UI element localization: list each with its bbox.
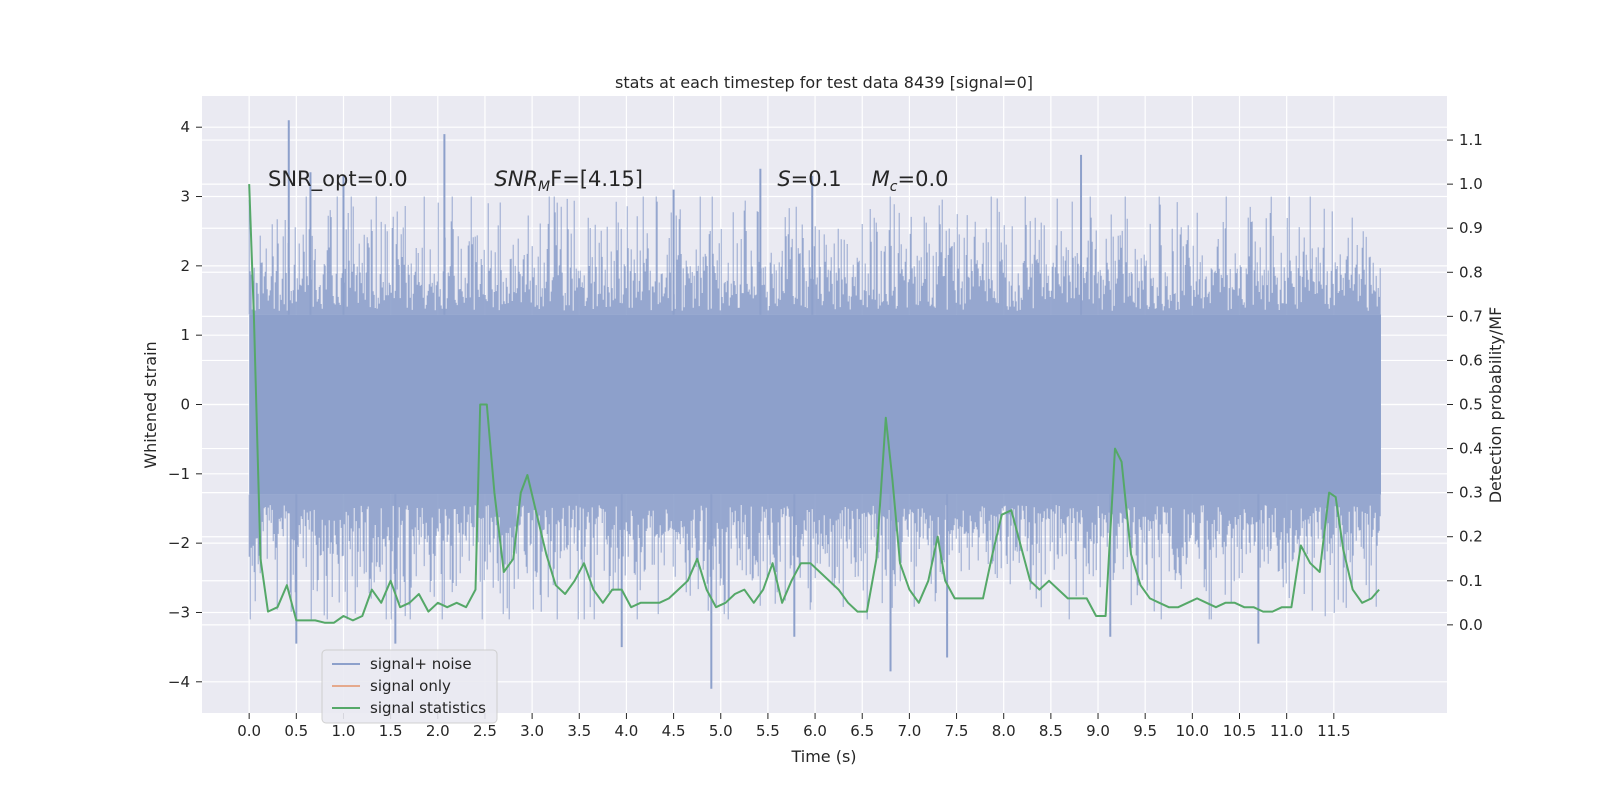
y-left-tick-label: 4 bbox=[180, 118, 190, 136]
legend-box bbox=[321, 649, 498, 724]
y-left-tick-label: 0 bbox=[180, 396, 190, 414]
y-right-tick-label: 0.2 bbox=[1459, 528, 1483, 546]
x-tick-label: 9.0 bbox=[1086, 722, 1110, 740]
x-tick-label: 2.0 bbox=[426, 722, 450, 740]
y-left-tick-label: 1 bbox=[180, 326, 190, 344]
annotation-label: SNR_opt=0.0 bbox=[268, 167, 408, 192]
y-right-tick-label: 0.3 bbox=[1459, 484, 1483, 502]
chart-title: stats at each timestep for test data 843… bbox=[615, 73, 1033, 92]
signal-statistics-line bbox=[248, 184, 1380, 624]
y-left-tick-label: −4 bbox=[168, 673, 190, 691]
y-right-tick-label: 0.6 bbox=[1459, 351, 1483, 369]
y-right-tick-label: 0.5 bbox=[1459, 396, 1483, 414]
x-tick-label: 7.5 bbox=[945, 722, 969, 740]
x-tick-label: 7.0 bbox=[897, 722, 921, 740]
y-right-tick-label: 0.9 bbox=[1459, 219, 1483, 237]
x-tick-label: 0.0 bbox=[237, 722, 261, 740]
x-tick-label: 8.5 bbox=[1039, 722, 1063, 740]
series-signal-noise bbox=[248, 120, 1381, 689]
y-right-tick-label: 0.8 bbox=[1459, 263, 1483, 281]
x-tick-label: 3.5 bbox=[567, 722, 591, 740]
y-right-tick-label: 0.4 bbox=[1459, 440, 1483, 458]
x-tick-label: 5.5 bbox=[756, 722, 780, 740]
annotation-label: SNRMF=[4.15] bbox=[494, 167, 643, 195]
x-tick-label: 6.5 bbox=[850, 722, 874, 740]
axes: 0.0 0.5 1.0 1.5 2.0 2.5 3.0 3.5 4.0 4.5 5.0 5.5 6.0 6… bbox=[168, 118, 1483, 740]
series-signal-statistics bbox=[248, 184, 1380, 624]
y-left-tick-label: −2 bbox=[168, 534, 190, 552]
x-axis-title: Time (s) bbox=[790, 747, 856, 766]
legend-label: signal statistics bbox=[370, 699, 486, 717]
legend-label: signal+ noise bbox=[370, 655, 472, 673]
x-tick-label: 10.5 bbox=[1223, 722, 1256, 740]
annotation-label: S=0.1 bbox=[777, 167, 841, 191]
x-tick-label: 2.5 bbox=[473, 722, 497, 740]
y-left-tick-label: −3 bbox=[168, 603, 190, 621]
x-tick-label: 9.5 bbox=[1133, 722, 1157, 740]
y-right-tick-label: 0.1 bbox=[1459, 572, 1483, 590]
x-tick-label: 5.0 bbox=[709, 722, 733, 740]
annotations: SNR_opt=0.0 SNRMF=[4.15] S=0.1 Mc=0.0 bbox=[268, 167, 948, 195]
x-tick-label: 11.0 bbox=[1270, 722, 1303, 740]
x-tick-label: 10.0 bbox=[1176, 722, 1209, 740]
x-tick-label: 11.5 bbox=[1317, 722, 1350, 740]
x-tick-label: 8.0 bbox=[992, 722, 1016, 740]
y-right-tick-label: 1.1 bbox=[1459, 131, 1483, 149]
x-tick-label: 1.0 bbox=[332, 722, 356, 740]
y-axis-right-title: Detection probability/MF bbox=[1486, 307, 1505, 504]
legend: signal+ noise signal only signal statistic… bbox=[321, 649, 498, 724]
x-tick-label: 0.5 bbox=[284, 722, 308, 740]
x-tick-label: 4.0 bbox=[615, 722, 639, 740]
legend-label: signal only bbox=[370, 677, 451, 695]
noise-core-band bbox=[249, 314, 1381, 495]
y-axis-left-title: Whitened strain bbox=[141, 341, 160, 468]
y-left-tick-label: −1 bbox=[168, 465, 190, 483]
y-right-tick-label: 0.0 bbox=[1459, 616, 1483, 634]
x-tick-label: 6.0 bbox=[803, 722, 827, 740]
y-left-tick-label: 2 bbox=[180, 257, 190, 275]
y-left-tick-label: 3 bbox=[180, 188, 190, 206]
y-right-tick-label: 1.0 bbox=[1459, 175, 1483, 193]
x-tick-label: 4.5 bbox=[662, 722, 686, 740]
y-right-tick-label: 0.7 bbox=[1459, 307, 1483, 325]
annotation-label: Mc=0.0 bbox=[872, 167, 949, 195]
x-tick-label: 1.5 bbox=[379, 722, 403, 740]
x-tick-label: 3.0 bbox=[520, 722, 544, 740]
